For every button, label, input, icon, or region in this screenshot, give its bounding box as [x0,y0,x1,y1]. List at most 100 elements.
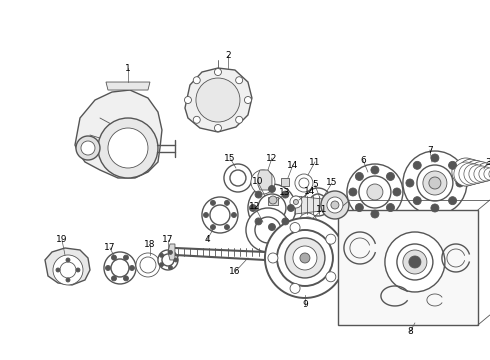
Circle shape [393,188,401,196]
Circle shape [371,210,379,218]
Circle shape [448,197,457,205]
Circle shape [269,224,275,230]
Circle shape [413,197,421,205]
Circle shape [269,196,277,204]
Circle shape [326,272,336,282]
Circle shape [76,268,80,272]
Circle shape [203,212,208,217]
Circle shape [215,125,221,131]
Circle shape [355,203,364,212]
Circle shape [277,230,333,286]
Circle shape [111,255,117,260]
Circle shape [251,170,275,194]
Text: 3: 3 [485,158,490,167]
Circle shape [300,253,310,263]
Circle shape [489,169,490,179]
Text: 5: 5 [312,180,318,189]
Text: 7: 7 [427,145,433,154]
Circle shape [469,165,487,183]
Circle shape [174,258,178,262]
Text: 17: 17 [104,243,116,252]
Text: 17: 17 [162,235,174,244]
Polygon shape [185,68,252,132]
Circle shape [258,194,286,222]
Circle shape [477,163,490,181]
Circle shape [158,250,178,270]
Circle shape [288,204,294,211]
Circle shape [367,184,383,200]
Text: 8: 8 [407,328,413,337]
Text: 18: 18 [144,240,156,249]
Circle shape [484,168,490,180]
Circle shape [231,212,237,217]
Circle shape [248,184,296,232]
Circle shape [246,208,290,252]
Circle shape [215,68,221,76]
Circle shape [290,196,302,208]
Circle shape [60,262,76,278]
Circle shape [111,276,117,281]
Circle shape [431,154,439,162]
Circle shape [452,158,480,186]
Circle shape [331,201,339,209]
Circle shape [255,217,281,243]
Polygon shape [281,178,289,186]
Text: 16: 16 [229,267,241,276]
Circle shape [196,78,240,122]
Text: 11: 11 [316,206,328,215]
Circle shape [210,201,216,205]
Circle shape [385,232,445,292]
Circle shape [299,213,317,231]
Circle shape [413,161,421,169]
Circle shape [303,217,313,227]
Text: 11: 11 [309,158,320,167]
Circle shape [448,161,457,169]
Circle shape [483,164,490,180]
Circle shape [123,276,128,281]
Circle shape [224,201,229,205]
Circle shape [169,266,172,270]
Circle shape [349,188,357,196]
Text: 6: 6 [360,156,366,165]
Circle shape [429,177,441,189]
Text: 15: 15 [326,179,338,188]
Text: 12: 12 [249,202,261,211]
Circle shape [403,250,427,274]
Polygon shape [338,210,478,325]
Circle shape [159,253,164,257]
Circle shape [423,171,447,195]
Circle shape [193,116,200,123]
Circle shape [249,204,256,211]
Circle shape [456,179,464,187]
Circle shape [66,258,70,262]
Text: 12: 12 [266,153,278,162]
Circle shape [53,255,83,285]
Circle shape [81,141,95,155]
Circle shape [111,259,129,277]
Circle shape [326,234,336,244]
Circle shape [290,222,300,233]
Circle shape [236,116,243,123]
Circle shape [321,191,349,219]
Circle shape [479,167,490,181]
Circle shape [210,225,216,230]
Polygon shape [75,90,162,178]
Circle shape [108,128,148,168]
Polygon shape [258,170,272,190]
Polygon shape [268,197,278,205]
Circle shape [464,164,484,184]
Circle shape [140,257,156,273]
Circle shape [454,162,478,186]
Text: 10: 10 [252,177,264,186]
Circle shape [474,166,490,182]
Circle shape [268,253,278,263]
Circle shape [403,151,467,215]
Circle shape [295,174,313,192]
Circle shape [359,176,391,208]
Circle shape [465,161,488,184]
Circle shape [293,246,317,270]
Circle shape [470,162,490,183]
Circle shape [347,164,403,220]
Circle shape [66,278,70,282]
Circle shape [159,263,164,267]
